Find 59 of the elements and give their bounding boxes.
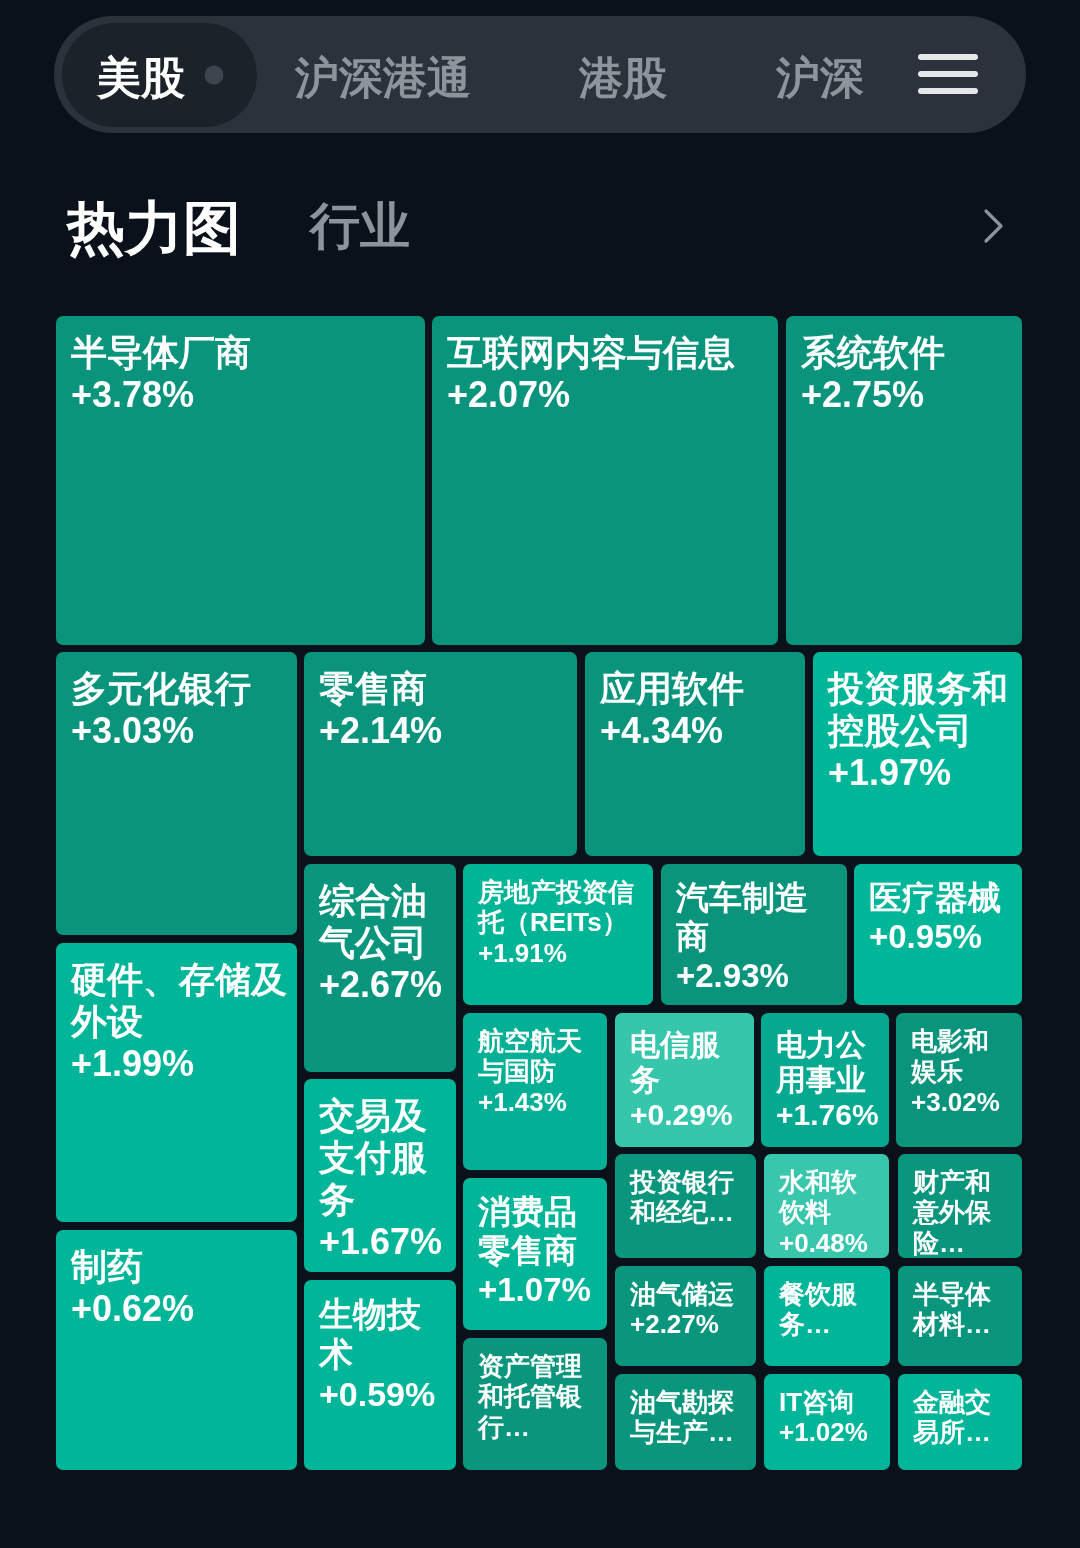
category-label: 汽车制造商 bbox=[675, 878, 808, 955]
category-label: 餐饮服务… bbox=[778, 1278, 858, 1340]
data-label: +0.29% bbox=[630, 1097, 733, 1131]
category-label: 航空航天与国防 bbox=[477, 1025, 582, 1087]
data-label: +1.91% bbox=[478, 937, 567, 968]
category-label: 硬件、存储及外设 bbox=[70, 958, 287, 1042]
data-label: +1.99% bbox=[71, 1042, 195, 1084]
data-label: +2.07% bbox=[447, 373, 571, 415]
data-label: +0.48% bbox=[779, 1227, 868, 1258]
category-label: 电影和娱乐 bbox=[910, 1025, 989, 1087]
data-label: +0.95% bbox=[869, 917, 982, 955]
data-label: +1.02% bbox=[779, 1417, 868, 1448]
category-label: 油气勘探与生产… bbox=[629, 1386, 734, 1448]
category-label: 半导体材料… bbox=[912, 1278, 992, 1340]
data-label: +4.34% bbox=[600, 709, 724, 751]
category-label: 油气储运 bbox=[629, 1278, 734, 1309]
data-label: +0.62% bbox=[71, 1287, 195, 1329]
category-label: 投资服务和控股公司 bbox=[826, 667, 1008, 751]
data-label: +1.67% bbox=[319, 1220, 443, 1262]
text: 热力图 bbox=[65, 194, 241, 260]
data-label: +3.78% bbox=[71, 373, 195, 415]
category-label: 互联网内容与信息 bbox=[447, 331, 735, 373]
category-label: 电力公用事业 bbox=[775, 1027, 867, 1096]
text: 沪深港通 bbox=[294, 52, 471, 102]
category-label: 房地产投资信托（REITs） bbox=[477, 876, 634, 938]
data-label: +1.07% bbox=[478, 1270, 591, 1308]
category-label: 消费品零售商 bbox=[477, 1192, 577, 1269]
data-label: +0.59% bbox=[319, 1374, 436, 1413]
category-label: 电信服务 bbox=[629, 1027, 721, 1096]
data-label: +2.67% bbox=[319, 963, 443, 1005]
category-label: 制药 bbox=[70, 1245, 143, 1287]
category-label: 零售商 bbox=[319, 667, 427, 709]
data-label: +1.97% bbox=[828, 751, 952, 793]
data-label: +1.76% bbox=[776, 1097, 879, 1131]
data-label: +2.75% bbox=[801, 373, 925, 415]
text: 美股 bbox=[96, 52, 185, 102]
data-label: +3.02% bbox=[911, 1086, 1000, 1117]
text: 沪深 bbox=[775, 52, 864, 102]
category-label: 医疗器械 bbox=[869, 878, 1001, 916]
category-label: 金融交易所… bbox=[912, 1386, 991, 1448]
category-label: IT咨询 bbox=[779, 1386, 855, 1417]
category-label: 系统软件 bbox=[800, 331, 945, 373]
data-label: +1.43% bbox=[478, 1086, 567, 1117]
category-label: 投资银行和经纪… bbox=[629, 1166, 734, 1228]
data-label: +2.27% bbox=[630, 1309, 719, 1340]
category-label: 财产和意外保险… bbox=[912, 1166, 992, 1258]
category-label: 资产管理和托管银行… bbox=[477, 1350, 582, 1442]
category-label: 水和软饮料 bbox=[778, 1166, 857, 1228]
category-label: 多元化银行 bbox=[71, 667, 251, 709]
text: 行业 bbox=[308, 198, 410, 254]
data-label: +2.93% bbox=[676, 956, 789, 994]
category-label: 半导体厂商 bbox=[71, 331, 251, 373]
category-label: 交易及支付服务 bbox=[318, 1094, 428, 1220]
category-label: 生物技术 bbox=[318, 1295, 421, 1373]
text: 港股 bbox=[578, 52, 667, 102]
data-label: +2.14% bbox=[319, 709, 443, 751]
category-label: 应用软件 bbox=[599, 667, 744, 709]
data-label: +3.03% bbox=[71, 709, 195, 751]
category-label: 综合油气公司 bbox=[318, 879, 427, 963]
